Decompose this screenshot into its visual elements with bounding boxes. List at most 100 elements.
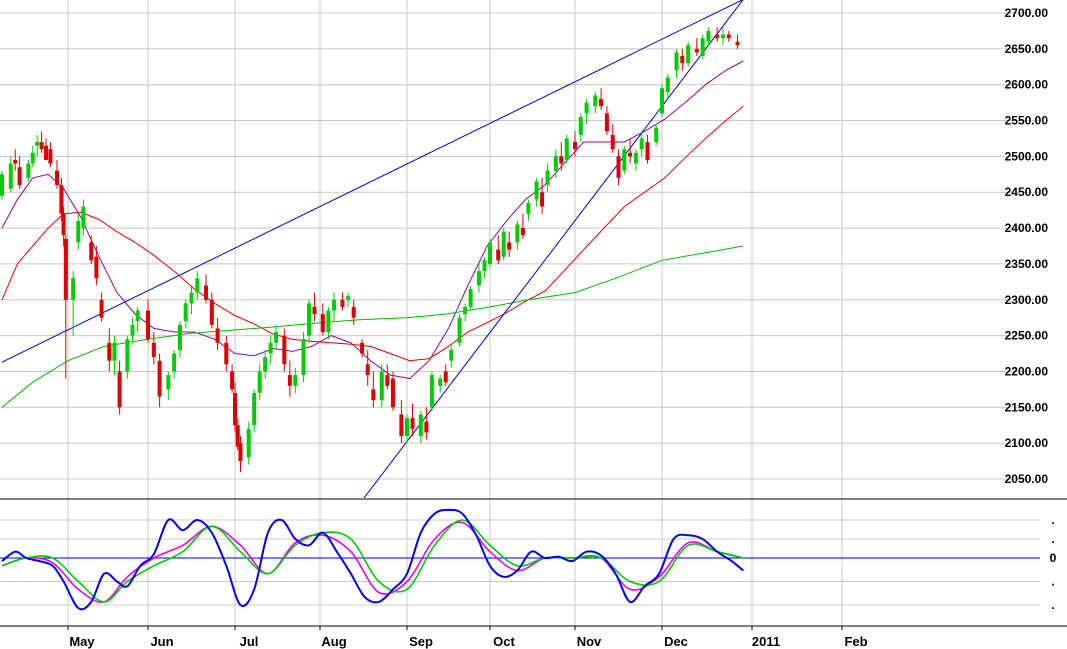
oscillator-line — [1, 519, 744, 603]
candle-body — [424, 421, 429, 433]
x-tick-label: Jul — [240, 634, 259, 649]
candle-body — [385, 375, 390, 386]
candle-body — [584, 102, 589, 114]
y-tick-label: 2200.00 — [1005, 364, 1049, 378]
candle-body — [438, 378, 443, 386]
y-tick-label: 2600.00 — [1005, 78, 1049, 92]
candle-body — [726, 34, 731, 39]
candle-body — [628, 152, 633, 157]
candle-body — [107, 342, 112, 361]
y-tick-label: 2500.00 — [1005, 149, 1049, 163]
candle-body — [346, 296, 351, 300]
candle-body — [177, 324, 182, 350]
candle-body — [340, 299, 345, 307]
x-tick-label: Aug — [321, 634, 346, 649]
candle-body — [526, 202, 531, 214]
candle-body — [89, 242, 94, 261]
candle-body — [230, 371, 235, 390]
candle-body — [476, 271, 481, 286]
x-tick-label: 2011 — [752, 634, 780, 649]
candle-body — [71, 278, 76, 300]
candle-body — [449, 349, 454, 361]
candle-body — [76, 220, 81, 243]
candle-body — [443, 371, 448, 383]
candle-body — [360, 342, 365, 354]
x-tick-label: Sep — [409, 634, 433, 649]
x-tick-label: Dec — [664, 634, 688, 649]
y-tick-label: 2450.00 — [1005, 185, 1049, 199]
osc-tick-label: . — [1051, 532, 1054, 546]
trend-line-lower — [363, 0, 744, 498]
oscillator-line — [1, 508, 744, 611]
candle-body — [189, 292, 194, 304]
candle-body — [482, 260, 487, 272]
candle-body — [399, 414, 404, 436]
candle-body — [488, 242, 492, 264]
x-tick-label: Jun — [150, 634, 173, 649]
candle-body — [17, 167, 22, 186]
candle-body — [44, 145, 48, 160]
candle-body — [274, 332, 279, 343]
candle-body — [26, 163, 31, 178]
candle-body — [680, 56, 685, 64]
y-tick-label: 2150.00 — [1005, 400, 1049, 414]
osc-tick-label: . — [1051, 575, 1054, 589]
candle-body — [246, 428, 251, 458]
price-plot-background — [0, 0, 1040, 498]
trend-line-upper — [1, 0, 744, 363]
candle-body — [515, 224, 520, 243]
candle-body — [268, 342, 273, 354]
candle-body — [172, 353, 177, 372]
candle-body — [410, 418, 415, 429]
candle-body — [496, 249, 501, 261]
candle-body — [706, 30, 711, 42]
x-tick-label: Oct — [493, 634, 515, 649]
candle-body — [8, 163, 13, 189]
candle-body — [312, 306, 317, 315]
candle-body — [564, 138, 569, 160]
candle-body — [204, 285, 208, 300]
candle-body — [639, 138, 644, 150]
candle-body — [61, 213, 66, 236]
y-tick-label: 2300.00 — [1005, 293, 1049, 307]
candle-body — [553, 156, 558, 171]
osc-tick-label: 0 — [1050, 551, 1057, 565]
candle-body — [720, 34, 725, 39]
y-tick-label: 2350.00 — [1005, 257, 1049, 271]
candle-body — [545, 170, 550, 186]
candle-body — [405, 418, 409, 436]
candle-body — [599, 99, 604, 107]
y-tick-label: 2700.00 — [1005, 6, 1049, 20]
candle-body — [694, 48, 699, 53]
candle-body — [282, 335, 287, 365]
candle-body — [235, 425, 240, 447]
candle-body — [39, 142, 44, 150]
candle-body — [146, 310, 150, 340]
candle-body — [507, 242, 512, 250]
price-panel — [0, 0, 744, 498]
candle-body — [540, 192, 545, 207]
candle-body — [112, 342, 117, 361]
candle-body — [463, 306, 468, 315]
candle-body — [633, 152, 638, 164]
y-tick-label: 2650.00 — [1005, 42, 1049, 56]
candle-body — [501, 231, 506, 257]
osc-tick-label: . — [1051, 513, 1054, 527]
price-plot-area — [0, 0, 744, 498]
candle-body — [130, 324, 135, 336]
y-tick-label: 2400.00 — [1005, 221, 1049, 235]
candle-body — [99, 299, 104, 318]
candle-body — [610, 134, 615, 150]
osc-tick-label: . — [1051, 598, 1054, 612]
candle-body — [326, 310, 331, 333]
candle-body — [616, 156, 621, 178]
candle-body — [35, 142, 40, 146]
candle-body — [418, 414, 423, 436]
candle-body — [55, 170, 59, 186]
candle-body — [195, 278, 200, 293]
candle-body — [287, 375, 292, 386]
candle-body — [700, 38, 705, 57]
candle-body — [48, 149, 53, 164]
candle-body — [238, 443, 243, 462]
